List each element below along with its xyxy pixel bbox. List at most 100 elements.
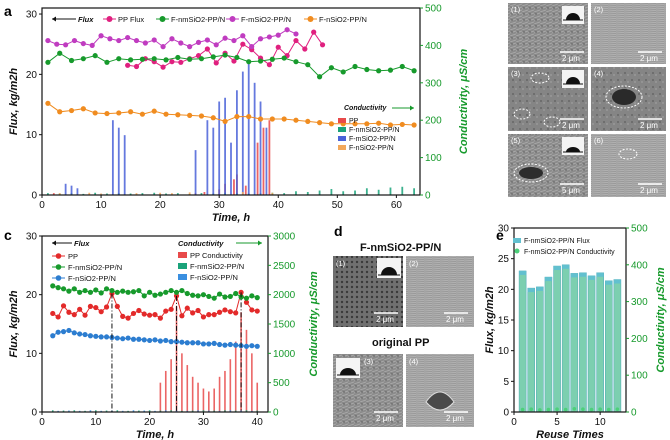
data-point [92,53,98,59]
data-point [55,329,61,335]
sem-b-label-3: (3) [511,69,521,78]
x-tick-label: 5 [554,417,560,428]
data-point [71,37,78,44]
y-tick-label: 0 [503,408,509,419]
conductivity-bar [51,410,54,412]
data-point [204,37,210,43]
data-point [243,343,250,349]
conductivity-bar [171,193,173,195]
y2-tick-label: 1500 [273,320,296,331]
data-point [175,54,181,61]
data-point [66,309,72,315]
y2-tick-label: 300 [631,297,648,308]
data-point [246,59,252,65]
y2-tick-label: 400 [425,41,442,52]
conductivity-bar [271,192,274,195]
conductivity-bar [206,120,209,195]
data-point [257,58,264,64]
conductivity-point [546,407,551,412]
data-point [173,339,180,345]
flux-bar [579,272,587,413]
data-point [82,287,88,294]
sem-d-title-bottom: original PP [372,337,429,349]
conductivity-bar [176,193,179,195]
data-point [157,291,163,297]
conductivity-point [572,406,577,411]
data-point [169,59,175,65]
flux-bar [553,265,561,413]
conductivity-bar [73,410,76,412]
conductivity-bar [401,186,404,195]
data-point [293,37,299,44]
flux-bar-cap [544,277,552,282]
data-point [178,59,184,65]
data-point [169,36,175,42]
data-point [210,115,216,121]
conductivity-bar [117,127,120,195]
data-point [249,307,255,313]
data-point [254,295,260,301]
data-point [120,336,126,342]
data-point [269,56,275,62]
data-point [168,306,174,312]
conductivity-bar [123,135,126,195]
y-axis-label: Flux, kg/m2h [8,290,20,358]
chart-e-legend: F-nmSiO2-PP/N Flux F-nmSiO2-PP/N Conduct… [513,238,615,256]
x-tick-label: 10 [90,417,102,428]
legend-a-bar-nsio2: F-nSiO2-PP/N [349,145,394,152]
flux-bar [604,280,613,413]
data-point [222,118,228,125]
data-point [151,37,157,43]
sem-b-scale-6: 2 μm [640,186,658,195]
data-point [190,310,196,316]
data-point [141,311,147,317]
conductivity-bar [105,410,108,412]
x-axis-label: Time, h [212,212,251,224]
y2-tick-label: 500 [273,378,290,389]
data-point [376,120,382,126]
chart-c: 0 10 20 30 40 0 10 20 30 0 500 1000 1500 2000 2500 3000… [8,232,320,440]
conductivity-bar [153,192,156,195]
data-point [130,289,137,295]
x-tick-label: 0 [511,417,517,428]
data-point [179,313,185,319]
y-tick-label: 10 [498,346,510,357]
conductivity-bar [389,187,392,195]
data-point [136,287,142,294]
data-point [160,64,166,70]
data-point [190,340,196,346]
data-point [316,74,323,80]
data-point [147,312,153,318]
data-point [352,121,358,127]
y-tick-label: 10 [26,349,38,360]
data-point [305,62,311,68]
conductivity-bar [159,382,162,412]
legend-e-flux: F-nmSiO2-PP/N Flux [524,238,590,245]
conductivity-bar [330,189,333,195]
panel-d-letter: d [334,223,343,239]
data-point [257,36,264,42]
conductivity-bar [170,410,172,412]
data-point [257,116,264,122]
conductivity-bar [236,90,238,195]
y2-tick-label: 2000 [273,290,296,301]
data-point [200,314,207,320]
flux-bar [613,279,622,413]
flux-bar [518,270,527,413]
data-point [60,303,67,309]
data-point [89,42,95,49]
x-tick-label: 20 [155,200,167,211]
y2-tick-label: 100 [631,371,648,382]
conductivity-bar [181,353,183,412]
data-point [275,44,281,50]
y-tick-label: 5 [503,377,509,388]
conductivity-point [563,407,568,412]
conductivity-bar [256,382,259,412]
data-point [399,63,405,70]
sem-b6 [591,134,666,197]
data-point [293,31,299,37]
data-point [45,100,51,106]
conductivity-bar [197,382,199,412]
data-point [93,333,99,339]
data-point [142,40,148,46]
